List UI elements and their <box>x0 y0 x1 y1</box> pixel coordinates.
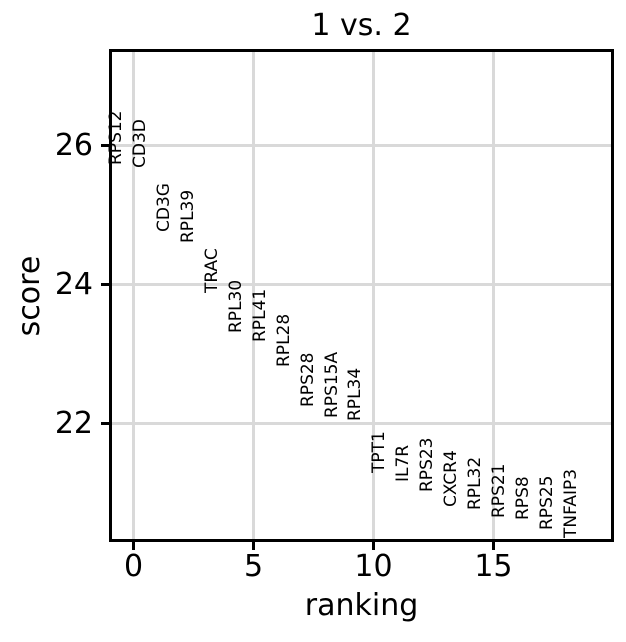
x-tick-label: 0 <box>124 549 144 584</box>
gene-label: RPL41 <box>249 289 270 343</box>
gene-label: RPS25 <box>537 475 558 530</box>
gene-label: CD3G <box>153 182 174 232</box>
gene-label: TRAC <box>201 248 222 294</box>
y-tick-mark <box>101 283 109 287</box>
gene-label: RPS15A <box>321 351 342 419</box>
gene-label: RPS21 <box>489 463 510 519</box>
chart-title: 1 vs. 2 <box>311 8 412 43</box>
x-tick-mark <box>371 542 375 550</box>
y-tick-label: 24 <box>54 266 93 302</box>
gene-label: RPL30 <box>225 280 246 334</box>
x-gridline <box>371 52 375 539</box>
gene-label: CD3D <box>129 119 150 169</box>
gene-label: RPL28 <box>273 313 294 367</box>
x-gridline <box>252 52 256 539</box>
x-tick-mark <box>252 542 256 550</box>
x-axis-label: ranking <box>304 588 419 623</box>
gene-label: RPS12 <box>105 110 126 166</box>
gene-label: RPL34 <box>345 367 366 421</box>
y-tick-mark <box>101 422 109 426</box>
y-gridline <box>112 144 611 148</box>
y-axis-label: score <box>12 255 47 337</box>
gene-label: TNFAIP3 <box>561 469 582 539</box>
y-gridline <box>112 422 611 426</box>
gene-label: RPL32 <box>465 456 486 510</box>
x-gridline <box>491 52 495 539</box>
y-tick-label: 22 <box>54 405 93 441</box>
plot-area <box>109 49 614 542</box>
y-tick-mark <box>101 144 109 148</box>
gene-label: RPS8 <box>513 476 534 521</box>
y-tick-label: 26 <box>54 127 93 163</box>
x-gridline <box>132 52 136 539</box>
x-tick-mark <box>132 542 136 550</box>
x-tick-label: 10 <box>354 549 393 584</box>
gene-label: TPT1 <box>369 431 390 473</box>
gene-label: RPL39 <box>177 189 198 244</box>
gene-label: RPS23 <box>417 437 438 492</box>
gene-label: CXCR4 <box>441 450 462 508</box>
y-gridline <box>112 283 611 287</box>
x-tick-label: 5 <box>243 549 264 584</box>
gene-label: RPS28 <box>297 352 318 408</box>
x-tick-mark <box>491 542 495 550</box>
gene-label: IL7R <box>393 444 414 483</box>
x-tick-label: 15 <box>474 549 513 584</box>
